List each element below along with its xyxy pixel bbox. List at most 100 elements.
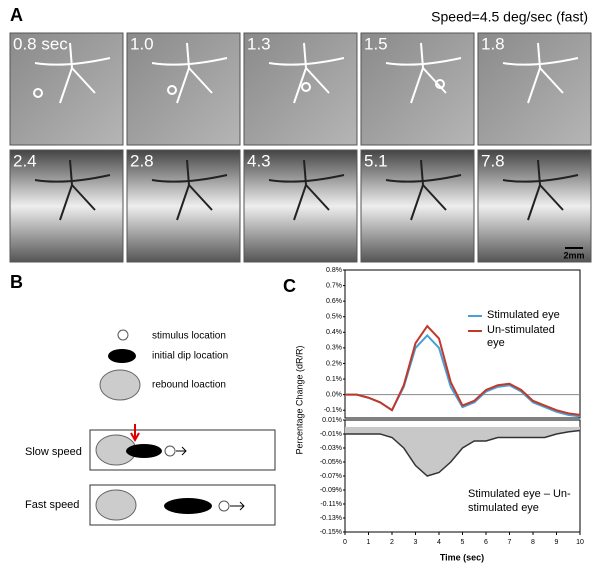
vessel bbox=[151, 159, 228, 221]
x-tick-label: 9 bbox=[555, 539, 559, 546]
vessel bbox=[268, 159, 345, 221]
image-frame bbox=[360, 32, 475, 146]
legend-item: Un-stimulated eye bbox=[468, 324, 563, 350]
panel-label: A bbox=[10, 5, 23, 25]
y-tick-label: -0.03% bbox=[320, 445, 342, 452]
legend-text: rebound loaction bbox=[152, 380, 226, 391]
frame-label: 1.3 bbox=[247, 34, 271, 53]
frame-label: 2.4 bbox=[13, 151, 37, 170]
dip-icon bbox=[108, 349, 136, 363]
dip-icon bbox=[164, 498, 212, 514]
y-tick-label: 0.2% bbox=[326, 360, 342, 367]
x-tick-label: 7 bbox=[508, 539, 512, 546]
image-frame bbox=[126, 149, 241, 263]
y-tick-label: 0.4% bbox=[326, 329, 342, 336]
scale-label: 2mm bbox=[563, 250, 584, 260]
red-arrow bbox=[130, 424, 140, 443]
legend-label: Stimulated eye bbox=[487, 309, 560, 321]
vessel bbox=[502, 159, 579, 221]
arrow bbox=[176, 446, 187, 456]
stimulus-marker bbox=[435, 79, 445, 89]
y-tick-label: -0.09% bbox=[320, 487, 342, 494]
y-tick-label: -0.11% bbox=[320, 501, 342, 508]
y-axis-title: Percentage Change (dR/R) bbox=[294, 345, 304, 454]
y-tick-label: -0.1% bbox=[324, 407, 342, 414]
y-tick-label: -0.13% bbox=[320, 515, 342, 522]
y-tick-label: 0.7% bbox=[326, 282, 342, 289]
scenario-box bbox=[89, 484, 276, 526]
legend: Stimulated eye Un-stimulated eye bbox=[468, 309, 563, 352]
plot-frame bbox=[344, 269, 581, 419]
legend-swatch bbox=[468, 315, 482, 317]
vessel bbox=[151, 42, 228, 104]
y-tick-label: 0.3% bbox=[326, 345, 342, 352]
legend-text: stimulus location bbox=[152, 331, 226, 342]
x-tick-label: 2 bbox=[390, 539, 394, 546]
stimulus-icon bbox=[218, 500, 230, 512]
x-tick-label: 1 bbox=[367, 539, 371, 546]
vessel bbox=[385, 42, 462, 104]
stimulus-marker bbox=[33, 88, 43, 98]
rebound-icon bbox=[99, 369, 141, 401]
y-tick-label: 0.8% bbox=[326, 267, 342, 274]
image-frame bbox=[9, 32, 124, 146]
y-tick-label: -0.07% bbox=[320, 473, 342, 480]
image-frame bbox=[9, 149, 124, 263]
y-tick-label: 0.6% bbox=[326, 298, 342, 305]
stimulus-icon bbox=[117, 329, 129, 341]
x-tick-label: 8 bbox=[531, 539, 535, 546]
image-frame bbox=[126, 32, 241, 146]
x-tick-label: 10 bbox=[576, 539, 584, 546]
x-tick-label: 0 bbox=[343, 539, 347, 546]
frame-label: 4.3 bbox=[247, 151, 271, 170]
vessel bbox=[502, 42, 579, 104]
area-fill bbox=[345, 427, 580, 476]
vessel bbox=[34, 159, 111, 221]
legend-label: Un-stimulated eye bbox=[487, 324, 555, 349]
stimulus-marker bbox=[167, 85, 177, 95]
arrow bbox=[230, 501, 245, 511]
x-axis-title: Time (sec) bbox=[440, 552, 484, 562]
x-tick-label: 3 bbox=[414, 539, 418, 546]
annotation: Stimulated eye – Un-stimulated eye bbox=[468, 488, 571, 514]
rebound-icon bbox=[95, 489, 137, 521]
y-tick-label: -0.05% bbox=[320, 459, 342, 466]
x-tick-label: 4 bbox=[437, 539, 441, 546]
stimulus-icon bbox=[164, 445, 176, 457]
panel-label: B bbox=[10, 272, 23, 292]
frame-label: 1.8 bbox=[481, 34, 505, 53]
legend-swatch bbox=[468, 330, 482, 332]
image-frame bbox=[243, 149, 358, 263]
area-line bbox=[345, 429, 581, 477]
vessel bbox=[385, 159, 462, 221]
y-tick-label: -0.01% bbox=[320, 431, 342, 438]
image-frame bbox=[360, 149, 475, 263]
row-label: Slow speed bbox=[25, 446, 82, 458]
y-tick-label: 0.01% bbox=[322, 417, 342, 424]
image-frame bbox=[243, 32, 358, 146]
x-tick-label: 6 bbox=[484, 539, 488, 546]
y-tick-label: 0.5% bbox=[326, 314, 342, 321]
scenario-box bbox=[89, 429, 276, 471]
dip-icon bbox=[126, 444, 162, 458]
vessel bbox=[268, 42, 345, 104]
frame-label: 0.8 sec bbox=[13, 34, 68, 53]
y-tick-label: 0.1% bbox=[326, 376, 342, 383]
legend-text: initial dip location bbox=[152, 351, 228, 362]
image-frame bbox=[477, 32, 592, 146]
y-tick-label: 0.0% bbox=[326, 391, 342, 398]
frame-label: 5.1 bbox=[364, 151, 388, 170]
stimulus-marker bbox=[301, 82, 311, 92]
legend-item: Stimulated eye bbox=[468, 309, 563, 322]
frame-label: 1.5 bbox=[364, 34, 388, 53]
panel-label: C bbox=[283, 276, 296, 296]
image-frame bbox=[477, 149, 592, 263]
series-line bbox=[345, 324, 581, 416]
frame-label: 7.8 bbox=[481, 151, 505, 170]
frame-label: 1.0 bbox=[130, 34, 154, 53]
frame-label: 2.8 bbox=[130, 151, 154, 170]
row-label: Fast speed bbox=[25, 499, 79, 511]
vessel bbox=[34, 42, 111, 104]
